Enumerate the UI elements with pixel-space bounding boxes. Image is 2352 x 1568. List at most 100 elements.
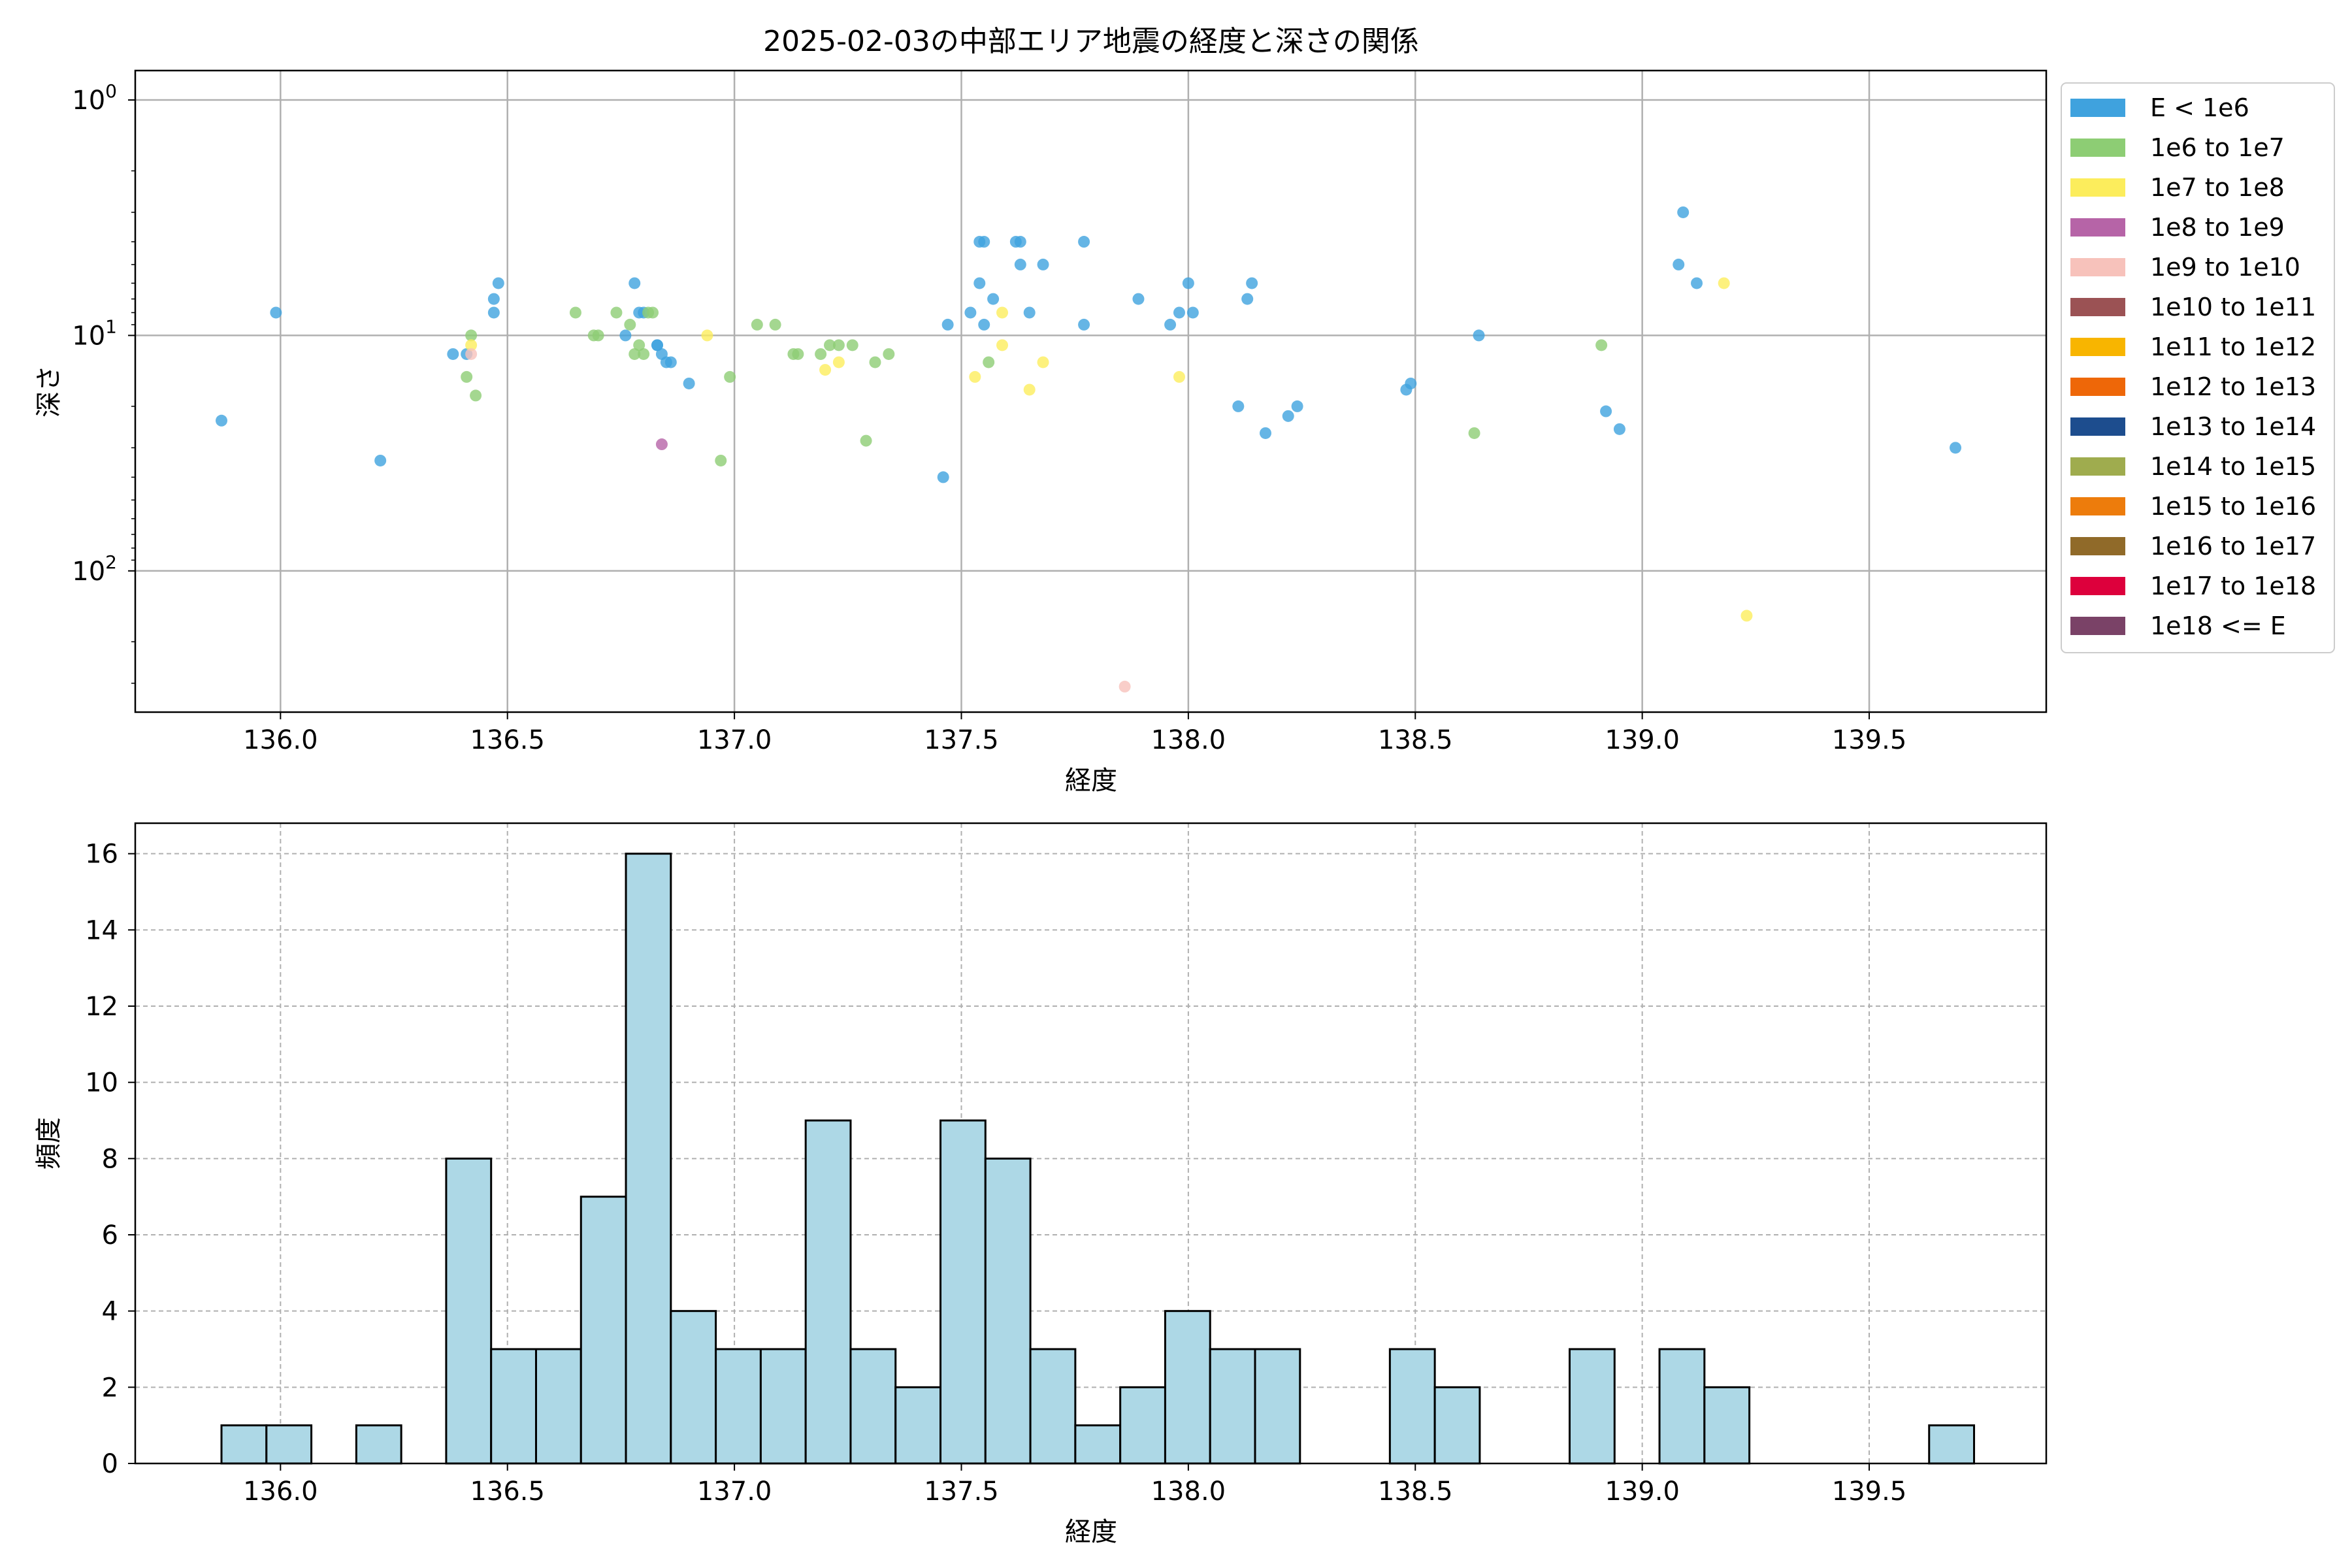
scatter-y-tick-label: 100 xyxy=(72,80,117,116)
histogram-y-tick-label: 0 xyxy=(102,1449,118,1479)
scatter-point xyxy=(978,318,990,331)
histogram-bar xyxy=(1928,1424,1976,1465)
histogram-bar xyxy=(220,1424,268,1465)
scatter-plot-frame xyxy=(134,69,2048,713)
scatter-point xyxy=(1037,356,1049,368)
legend-swatch xyxy=(2070,378,2125,396)
scatter-point xyxy=(824,339,836,351)
legend-label: 1e13 to 1e14 xyxy=(2150,412,2316,441)
scatter-point xyxy=(487,293,500,305)
scatter-points xyxy=(216,206,1962,693)
scatter-y-tick-label: 101 xyxy=(72,316,117,351)
scatter-point xyxy=(610,306,623,319)
scatter-point xyxy=(715,454,727,466)
scatter-point xyxy=(1023,306,1036,319)
histogram-bar xyxy=(939,1119,987,1465)
histogram-y-tick-label: 14 xyxy=(85,915,118,945)
histogram-x-tick-label: 139.5 xyxy=(1832,1477,1907,1507)
scatter-x-tick-label: 137.5 xyxy=(924,725,999,755)
histogram-bar xyxy=(804,1119,852,1465)
histogram-bar xyxy=(670,1310,717,1465)
scatter-point xyxy=(815,348,827,360)
histogram-y-tick-label: 2 xyxy=(102,1373,118,1403)
scatter-point xyxy=(941,318,954,331)
histogram-bar xyxy=(715,1348,762,1465)
scatter-point xyxy=(1740,610,1753,622)
scatter-point xyxy=(1595,339,1608,351)
histogram-bar xyxy=(355,1424,402,1465)
scatter-x-tick-label: 139.0 xyxy=(1605,725,1680,755)
scatter-point xyxy=(1037,258,1049,270)
legend-label: 1e12 to 1e13 xyxy=(2150,372,2316,401)
histogram-x-tick-label: 139.0 xyxy=(1605,1477,1680,1507)
scatter-series xyxy=(461,306,1608,466)
scatter-point xyxy=(492,277,504,289)
histogram-plot-frame xyxy=(134,822,2048,1465)
scatter-point xyxy=(629,348,641,360)
scatter-series xyxy=(465,348,1131,693)
legend-swatch xyxy=(2070,497,2125,515)
histogram-y-tick-label: 8 xyxy=(102,1144,118,1174)
legend-label: 1e7 to 1e8 xyxy=(2150,173,2285,202)
scatter-point xyxy=(1132,293,1145,305)
scatter-point xyxy=(569,306,581,319)
histogram-bar xyxy=(1658,1348,1706,1465)
legend-swatch xyxy=(2070,537,2125,555)
legend-swatch xyxy=(2070,139,2125,157)
scatter-point xyxy=(1282,410,1294,422)
scatter-y-axis: 100 101 102 xyxy=(72,80,135,684)
histogram-x-tick-label: 138.5 xyxy=(1378,1477,1453,1507)
scatter-point xyxy=(1186,306,1199,319)
scatter-point xyxy=(883,348,895,360)
scatter-point xyxy=(724,370,736,383)
histogram-panel: 136.0 136.5 137.0 137.5 138.0 138.5 139.0 139.5… xyxy=(34,822,2048,1547)
legend-label: 1e14 to 1e15 xyxy=(2150,452,2316,481)
scatter-y-tick-label: 102 xyxy=(72,551,117,587)
histogram-x-tick-label: 138.0 xyxy=(1151,1477,1226,1507)
legend-swatch xyxy=(2070,617,2125,635)
scatter-point xyxy=(969,370,981,383)
scatter-point xyxy=(1232,400,1245,412)
histogram-bar xyxy=(1119,1386,1166,1465)
histogram-bar xyxy=(759,1348,807,1465)
histogram-bar xyxy=(265,1424,313,1465)
histogram-bar xyxy=(445,1157,493,1465)
scatter-x-axis: 136.0 136.5 137.0 137.5 138.0 138.5 139.0 139.5 xyxy=(243,712,1906,755)
scatter-point xyxy=(465,339,478,351)
scatter-x-tick-label: 136.0 xyxy=(243,725,318,755)
scatter-point xyxy=(701,329,713,342)
histogram-bar xyxy=(984,1157,1032,1465)
scatter-point xyxy=(1246,277,1258,289)
histogram-y-tick-label: 16 xyxy=(85,840,118,870)
scatter-point xyxy=(996,339,1009,351)
scatter-point xyxy=(869,356,881,368)
scatter-grid xyxy=(135,71,2046,712)
scatter-point xyxy=(487,306,500,319)
scatter-point xyxy=(792,348,804,360)
scatter-point xyxy=(1164,318,1177,331)
legend-swatch xyxy=(2070,577,2125,595)
histogram-y-tick-label: 12 xyxy=(85,992,118,1022)
histogram-bar xyxy=(1703,1386,1751,1465)
scatter-point xyxy=(1241,293,1254,305)
scatter-point xyxy=(1473,329,1485,342)
histogram-bar xyxy=(1254,1348,1301,1465)
scatter-series xyxy=(655,438,668,451)
scatter-point xyxy=(683,377,695,389)
legend-label: 1e16 to 1e17 xyxy=(2150,532,2316,561)
scatter-point xyxy=(1014,236,1026,248)
histogram-bar xyxy=(1029,1348,1077,1465)
scatter-series xyxy=(216,206,1962,483)
scatter-point xyxy=(937,471,949,483)
legend-swatch xyxy=(2070,218,2125,237)
scatter-point xyxy=(629,277,641,289)
scatter-point xyxy=(1259,427,1271,439)
histogram-bar xyxy=(849,1348,897,1465)
scatter-point xyxy=(1078,318,1090,331)
scatter-panel: 2025-02-03の中部エリア地震の経度と深さの関係 136.0 136.5 13… xyxy=(34,25,2335,796)
scatter-point xyxy=(465,329,478,342)
scatter-point xyxy=(447,348,459,360)
scatter-point xyxy=(769,318,781,331)
histogram-bar xyxy=(1388,1348,1436,1465)
